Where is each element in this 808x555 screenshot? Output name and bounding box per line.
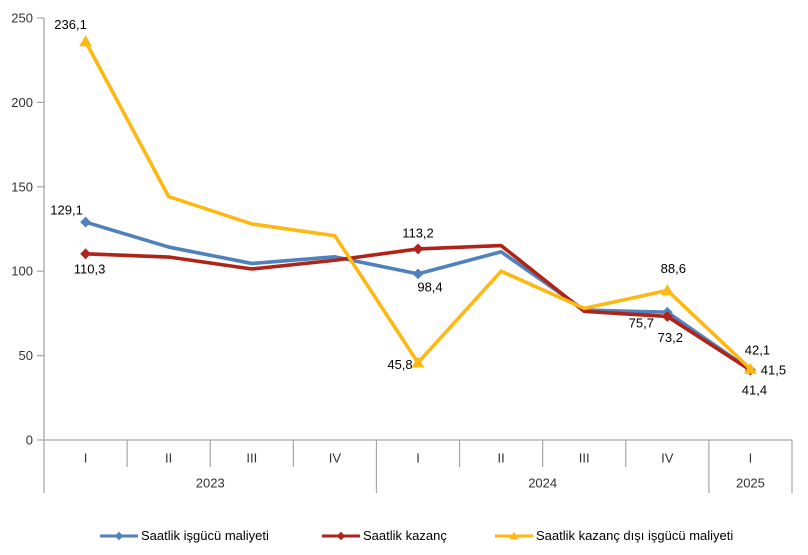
data-label: 236,1 <box>54 17 87 32</box>
x-axis-quarter-label: II <box>165 451 172 466</box>
x-axis-year-label: 2025 <box>736 476 765 491</box>
x-axis-year-label: 2024 <box>528 476 557 491</box>
x-axis-quarter-label: I <box>416 451 420 466</box>
x-axis-quarter-label: III <box>246 451 257 466</box>
data-label: 113,2 <box>402 225 434 240</box>
y-axis-tick-label: 200 <box>11 95 33 110</box>
data-label: 110,3 <box>74 261 106 276</box>
series-marker-diamond-1 <box>80 248 91 260</box>
series-marker-diamond-1 <box>661 311 673 322</box>
y-axis-tick-label: 150 <box>11 179 33 194</box>
x-axis-quarter-label: IV <box>661 451 674 466</box>
legend-swatch-red-line-diamond-icon <box>322 531 360 541</box>
data-label: 45,8 <box>387 357 412 372</box>
series-marker-triangle-2 <box>744 362 757 374</box>
legend-label: Saatlik işgücü maliyeti <box>141 528 269 543</box>
series-line-1 <box>83 243 753 372</box>
series-marker-diamond-0 <box>412 268 424 280</box>
series-marker-triangle-2 <box>411 356 425 368</box>
data-label: 73,2 <box>658 330 683 345</box>
legend-label: Saatlik kazanç dışı işgücü maliyeti <box>536 528 734 543</box>
legend-swatch-yellow-line-triangle-icon <box>495 531 533 540</box>
y-axis-tick-label: 100 <box>11 264 33 279</box>
data-label: 41,4 <box>742 383 767 398</box>
data-label: 41,5 <box>761 362 786 377</box>
series-marker-diamond-0 <box>80 216 91 228</box>
legend-marker <box>336 531 346 541</box>
data-label: 129,1 <box>50 203 83 218</box>
x-axis-quarter-label: III <box>579 451 590 466</box>
data-label: 98,4 <box>417 279 442 294</box>
series-marker-triangle-2 <box>79 35 92 47</box>
y-axis-tick-label: 250 <box>11 11 33 26</box>
series-marker-diamond-1 <box>412 243 424 255</box>
x-axis-quarter-label: IV <box>329 451 342 466</box>
legend-swatch-blue-line-diamond-icon <box>100 531 138 541</box>
series-marker-triangle-2 <box>660 284 674 296</box>
x-axis-quarter-label: II <box>497 451 504 466</box>
data-label: 42,1 <box>745 342 770 357</box>
y-axis-tick-label: 50 <box>19 348 33 363</box>
legend-item-saatlik-kazanc: Saatlik kazanç <box>322 527 447 545</box>
x-axis-year-label: 2023 <box>196 476 225 491</box>
x-axis-quarter-label: I <box>749 451 753 466</box>
data-label: 88,6 <box>661 261 686 276</box>
y-axis-tick-label: 0 <box>26 433 33 448</box>
legend-item-saatlik-isgucu-maliyeti: Saatlik işgücü maliyeti <box>100 527 269 545</box>
data-label: 75,7 <box>629 316 654 331</box>
legend-item-saatlik-kazanc-disi-isgucu-maliyeti: Saatlik kazanç dışı işgücü maliyeti <box>495 527 733 545</box>
legend-marker <box>509 531 519 540</box>
legend-label: Saatlik kazanç <box>363 528 447 543</box>
x-axis-quarter-label: I <box>84 451 88 466</box>
legend-marker <box>114 531 124 541</box>
